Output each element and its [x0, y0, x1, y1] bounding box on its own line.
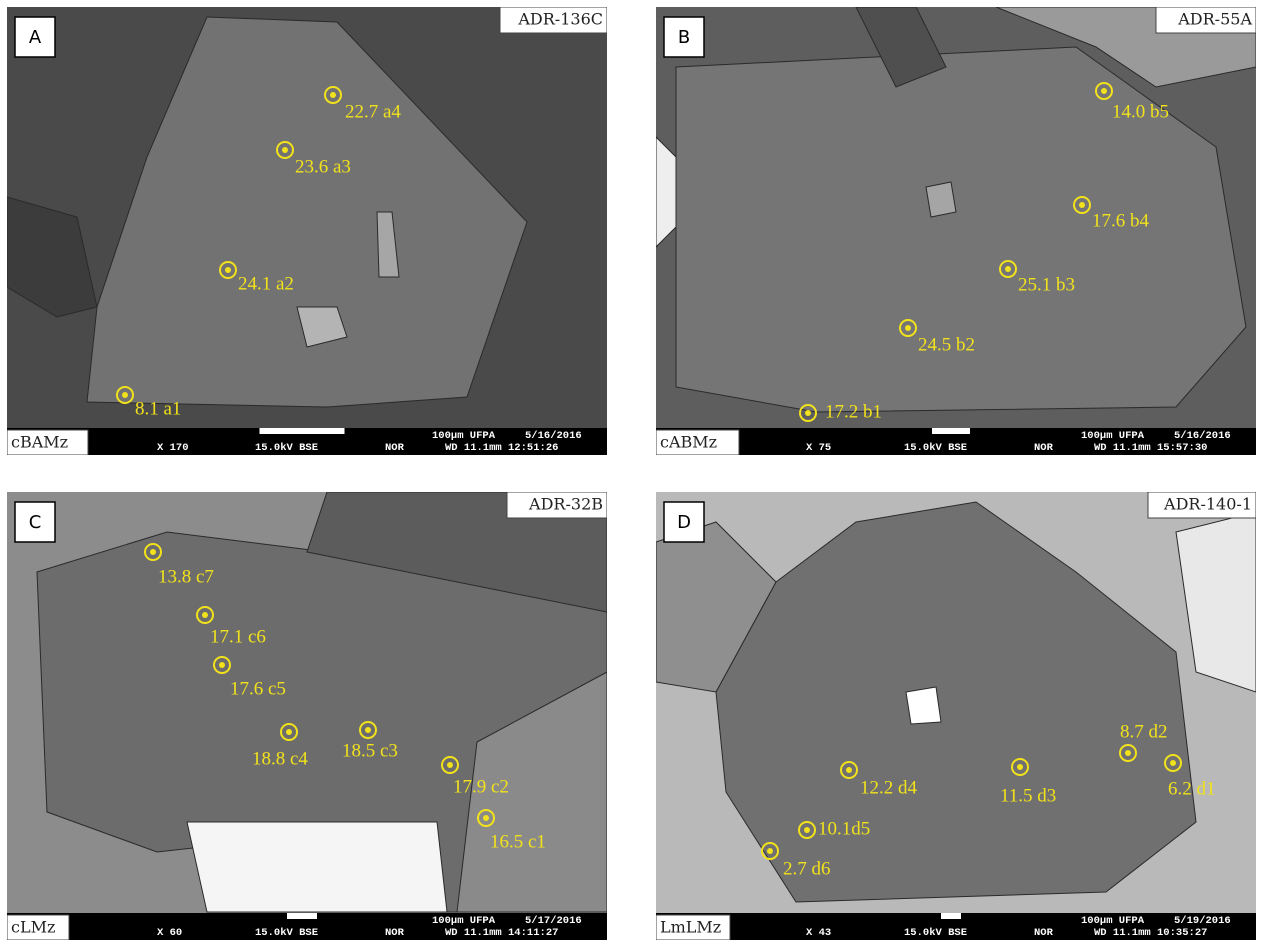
spot-dot	[150, 549, 156, 555]
scale-label: 100µm UFPA	[432, 430, 496, 442]
spot-dot	[1079, 202, 1085, 208]
mode: NOR	[385, 442, 405, 454]
spot-label: 8.1 a1	[135, 398, 181, 419]
grain	[926, 182, 956, 217]
spot-label: 22.7 a4	[345, 101, 401, 122]
sample-label: ADR-32B	[528, 495, 603, 514]
scale-bar	[932, 428, 970, 434]
spot-label: 17.2 b1	[825, 401, 882, 422]
voltage: 15.0kV BSE	[255, 927, 318, 939]
time: WD 11.1mm 14:11:27	[445, 927, 558, 939]
sample-label: ADR-55A	[1177, 10, 1252, 29]
spot-dot	[219, 662, 225, 668]
time: WD 11.1mm 12:51:26	[445, 442, 558, 454]
spot-label: 12.2 d4	[860, 777, 918, 798]
texture-label: LmLMz	[660, 918, 721, 937]
spot-dot	[286, 729, 292, 735]
panel: X 43 15.0kV BSE NOR 100µm UFPA 5/19/2016WD 1…	[656, 492, 1256, 940]
mode: NOR	[1034, 442, 1054, 454]
panel: X 170 15.0kV BSE NOR 100µm UFPA 5/16/2016WD …	[7, 7, 607, 455]
spot-label: 10.1d5	[818, 818, 870, 839]
spot-dot	[365, 727, 371, 733]
voltage: 15.0kV BSE	[255, 442, 318, 454]
spot-dot	[1005, 266, 1011, 272]
grain	[656, 137, 676, 247]
scale-label: 100µm UFPA	[1081, 915, 1145, 927]
spot-dot	[447, 762, 453, 768]
scale-label: 100µm UFPA	[1081, 430, 1145, 442]
panel-letter: C	[29, 512, 42, 533]
spot-label: 14.0 b5	[1112, 101, 1169, 122]
voltage: 15.0kV BSE	[904, 927, 967, 939]
spot-label: 17.9 c2	[453, 776, 509, 797]
spot-dot	[767, 848, 773, 854]
spot-label: 16.5 c1	[490, 831, 546, 852]
spot-label: 17.1 c6	[210, 626, 266, 647]
spot-label: 25.1 b3	[1018, 274, 1075, 295]
spot-label: 13.8 c7	[158, 566, 214, 587]
magnification: X 170	[157, 442, 189, 454]
spot-dot	[225, 267, 231, 273]
spot-dot	[202, 612, 208, 618]
spot-label: 18.5 c3	[342, 740, 398, 761]
magnification: X 43	[806, 927, 831, 939]
spot-dot	[805, 410, 811, 416]
spot-label: 23.6 a3	[295, 156, 351, 177]
mode: NOR	[385, 927, 405, 939]
spot-label: 2.7 d6	[783, 858, 831, 879]
spot-dot	[1125, 750, 1131, 756]
panel-letter: A	[29, 27, 42, 48]
scale-bar	[260, 428, 345, 434]
spot-label: 24.5 b2	[918, 334, 975, 355]
spot-label: 17.6 c5	[230, 678, 286, 699]
spot-dot	[846, 767, 852, 773]
date: 5/19/2016	[1174, 915, 1231, 927]
spot-label: 24.1 a2	[238, 273, 294, 294]
scale-bar	[941, 913, 961, 919]
sample-label: ADR-140-1	[1163, 495, 1252, 514]
spot-label: 17.6 b4	[1092, 210, 1150, 231]
panel-letter: D	[677, 512, 691, 533]
figure: X 17015.0kV BSENOR100µm UFPA5/16/2016WD …	[0, 0, 1261, 941]
magnification: X 60	[157, 927, 182, 939]
spot-dot	[1017, 764, 1023, 770]
date: 5/17/2016	[525, 915, 582, 927]
spot-label: 11.5 d3	[1000, 785, 1056, 806]
spot-dot	[122, 392, 128, 398]
spot-dot	[282, 147, 288, 153]
spot-label: 8.7 d2	[1120, 721, 1168, 742]
texture-label: cABMz	[660, 433, 717, 452]
date: 5/16/2016	[525, 430, 582, 442]
spot-dot	[483, 815, 489, 821]
mode: NOR	[1034, 927, 1054, 939]
voltage: 15.0kV BSE	[904, 442, 967, 454]
spot-label: 18.8 c4	[252, 748, 308, 769]
spot-dot	[804, 827, 810, 833]
grain	[187, 822, 447, 912]
texture-label: cBAMz	[11, 433, 68, 452]
spot-dot	[1170, 760, 1176, 766]
spot-dot	[1101, 88, 1107, 94]
texture-label: cLMz	[11, 918, 55, 937]
spot-dot	[905, 325, 911, 331]
magnification: X 75	[806, 442, 831, 454]
scale-label: 100µm UFPA	[432, 915, 496, 927]
scale-bar	[287, 913, 317, 919]
grain	[906, 687, 941, 724]
sample-label: ADR-136C	[517, 10, 603, 29]
spot-dot	[330, 92, 336, 98]
panel-letter: B	[678, 27, 690, 48]
time: WD 11.1mm 10:35:27	[1094, 927, 1207, 939]
time: WD 11.1mm 15:57:30	[1094, 442, 1207, 454]
spot-label: 6.2 d1	[1168, 778, 1216, 799]
date: 5/16/2016	[1174, 430, 1231, 442]
